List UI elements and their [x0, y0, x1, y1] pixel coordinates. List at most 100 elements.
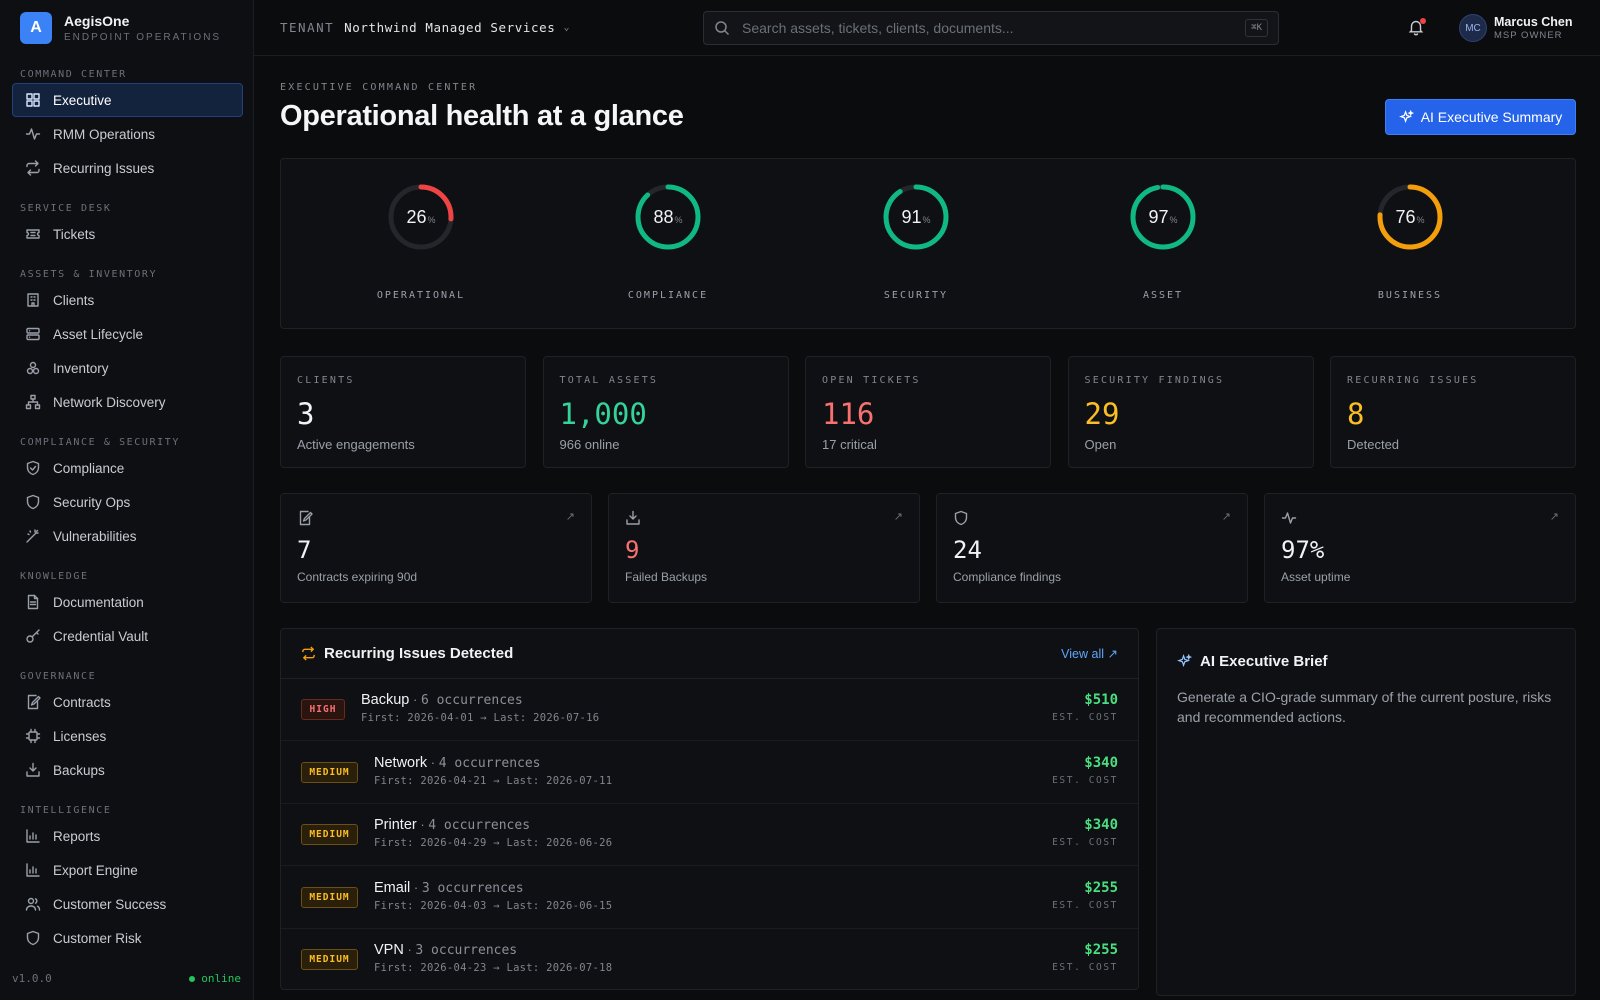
- global-search[interactable]: ⌘K: [703, 11, 1279, 45]
- sidebar-item-recurring-issues[interactable]: Recurring Issues: [12, 151, 243, 185]
- metric-card-asset-uptime[interactable]: ↗ 97% Asset uptime: [1264, 493, 1576, 603]
- sidebar-item-documentation[interactable]: Documentation: [12, 585, 243, 619]
- user-menu[interactable]: MC Marcus Chen MSP OWNER: [1459, 14, 1573, 42]
- notifications-bell-icon[interactable]: [1407, 18, 1427, 38]
- issue-name: VPN: [374, 942, 404, 958]
- issue-name: Email: [374, 879, 411, 896]
- sidebar-item-compliance[interactable]: Compliance: [12, 451, 243, 485]
- sidebar-item-tickets[interactable]: Tickets: [12, 217, 243, 251]
- kpi-card-total-assets[interactable]: TOTAL ASSETS 1,000 966 online: [542, 356, 789, 468]
- issue-row-email[interactable]: MEDIUM Email · 3 occurrences First: 2026-0…: [281, 867, 1138, 929]
- sidebar-item-asset-lifecycle[interactable]: Asset Lifecycle: [12, 317, 243, 351]
- issue-details: Email · 3 occurrences First: 2026-04-03 →…: [374, 880, 612, 912]
- issue-dates: First: 2026-04-03 → Last: 2026-06-15: [374, 900, 612, 912]
- sidebar-item-export-engine[interactable]: Export Engine: [12, 853, 243, 887]
- kpi-label: SECURITY FINDINGS: [1084, 375, 1225, 386]
- sidebar-item-label: Licenses: [53, 728, 107, 744]
- brand-subtitle: ENDPOINT OPERATIONS: [64, 32, 222, 43]
- issue-occurrences: 3 occurrences: [415, 943, 518, 958]
- severity-badge: MEDIUM: [301, 761, 358, 783]
- ticket-icon: [25, 226, 41, 242]
- first-label: First:: [374, 774, 421, 787]
- sidebar-item-label: Network Discovery: [53, 394, 166, 410]
- sidebar-item-contracts[interactable]: Contracts: [12, 685, 243, 719]
- kpi-value: 1,000: [559, 397, 647, 431]
- sidebar-item-executive[interactable]: Executive: [12, 83, 243, 117]
- sidebar-item-label: Compliance: [53, 460, 125, 476]
- nav-section-title: KNOWLEDGE: [20, 571, 89, 582]
- gauge-operational: 26% OPERATIONAL: [351, 182, 491, 301]
- metric-value: 97%: [1281, 536, 1325, 564]
- gauge-unit: %: [1169, 215, 1178, 225]
- metric-card-failed-backups[interactable]: ↗ 9 Failed Backups: [608, 493, 920, 603]
- connection-status: online: [189, 972, 241, 985]
- severity-badge: HIGH: [301, 699, 345, 720]
- arrow-up-right-icon[interactable]: ↗: [893, 511, 903, 523]
- sidebar-item-clients[interactable]: Clients: [12, 283, 243, 317]
- ai-executive-summary-button[interactable]: AI Executive Summary: [1385, 99, 1576, 135]
- user-name: Marcus Chen: [1494, 15, 1573, 29]
- issue-row-backup[interactable]: HIGH Backup · 6 occurrences First: 2026-04…: [281, 679, 1138, 741]
- cost-value: $255: [1084, 942, 1118, 958]
- sidebar-item-security-ops[interactable]: Security Ops: [12, 485, 243, 519]
- arrow-up-right-icon[interactable]: ↗: [1221, 511, 1231, 523]
- kpi-label: TOTAL ASSETS: [559, 375, 659, 386]
- search-shortcut: ⌘K: [1245, 19, 1268, 37]
- gauge-value: 88%: [598, 207, 738, 228]
- issue-occurrences: 6 occurrences: [420, 693, 523, 708]
- metric-card-compliance-findings[interactable]: ↗ 24 Compliance findings: [936, 493, 1248, 603]
- version-label: v1.0.0: [12, 972, 52, 985]
- brand[interactable]: A AegisOne ENDPOINT OPERATIONS: [20, 12, 221, 44]
- gauge-number: 26: [406, 207, 427, 227]
- kpi-card-clients[interactable]: CLIENTS 3 Active engagements: [280, 356, 526, 468]
- cost-value: $340: [1084, 754, 1118, 771]
- arrow-up-right-icon[interactable]: ↗: [1549, 511, 1559, 523]
- issue-cost: $255 EST. COST: [1052, 880, 1118, 911]
- page-title: Operational health at a glance: [280, 100, 684, 132]
- last-label: → Last:: [486, 962, 547, 974]
- gauge-ring: [1377, 184, 1443, 250]
- last-date: 2026-06-15: [546, 899, 613, 912]
- sidebar-item-vulnerabilities[interactable]: Vulnerabilities: [12, 519, 243, 553]
- issue-dates: First: 2026-04-29 → Last: 2026-06-26: [374, 837, 612, 849]
- sidebar-item-inventory[interactable]: Inventory: [12, 351, 243, 385]
- sidebar-item-label: Customer Risk: [53, 930, 142, 946]
- issue-row-network[interactable]: MEDIUM Network · 4 occurrences First: 2026…: [281, 742, 1138, 804]
- issue-title: Email · 3 occurrences: [374, 880, 612, 896]
- sidebar-item-licenses[interactable]: Licenses: [12, 719, 243, 753]
- sidebar-item-credential-vault[interactable]: Credential Vault: [12, 619, 243, 653]
- view-all-link[interactable]: View all ↗: [1061, 646, 1118, 661]
- gauge-number: 88: [653, 207, 674, 227]
- sidebar-item-customer-risk[interactable]: Customer Risk: [12, 921, 243, 955]
- first-date: 2026-04-01: [407, 712, 474, 724]
- kpi-card-security-findings[interactable]: SECURITY FINDINGS 29 Open: [1067, 356, 1314, 468]
- issue-row-printer[interactable]: MEDIUM Printer · 4 occurrences First: 2026…: [281, 804, 1138, 866]
- gauge-asset: 97% ASSET: [1093, 182, 1233, 301]
- gauge-business: 76% BUSINESS: [1340, 182, 1480, 301]
- sidebar-item-label: Tickets: [53, 226, 96, 242]
- metric-card-contracts-expiring-90d[interactable]: ↗ 7 Contracts expiring 90d: [280, 493, 592, 603]
- issue-occurrences: 4 occurrences: [438, 755, 541, 771]
- sidebar-item-network-discovery[interactable]: Network Discovery: [12, 385, 243, 419]
- kpi-value: 8: [1347, 397, 1365, 431]
- arrow-up-right-icon[interactable]: ↗: [565, 511, 575, 523]
- metric-label: Asset uptime: [1281, 570, 1351, 584]
- recurring-issues-panel: Recurring Issues Detected View all ↗ HIG…: [280, 628, 1139, 990]
- sidebar-item-customer-success[interactable]: Customer Success: [12, 887, 243, 921]
- cost-value: $340: [1084, 817, 1118, 833]
- last-label: → Last:: [486, 899, 547, 912]
- kpi-card-recurring-issues[interactable]: RECURRING ISSUES 8 Detected: [1330, 356, 1576, 468]
- last-label: → Last:: [473, 712, 534, 724]
- sidebar-item-reports[interactable]: Reports: [12, 819, 243, 853]
- gauge-unit: %: [427, 215, 436, 225]
- metric-value: 9: [625, 536, 640, 564]
- kpi-card-open-tickets[interactable]: OPEN TICKETS 116 17 critical: [805, 356, 1051, 468]
- tenant-switcher[interactable]: TENANT Northwind Managed Services ⌄: [280, 20, 569, 35]
- shield-icon: [953, 510, 969, 526]
- sidebar-item-backups[interactable]: Backups: [12, 753, 243, 787]
- first-date: 2026-04-29: [420, 837, 487, 849]
- issue-details: Printer · 4 occurrences First: 2026-04-29…: [374, 817, 612, 849]
- issue-row-vpn[interactable]: MEDIUM VPN · 3 occurrences First: 2026-04-…: [281, 929, 1138, 991]
- search-input[interactable]: [742, 20, 1246, 36]
- sidebar-item-rmm-operations[interactable]: RMM Operations: [12, 117, 243, 151]
